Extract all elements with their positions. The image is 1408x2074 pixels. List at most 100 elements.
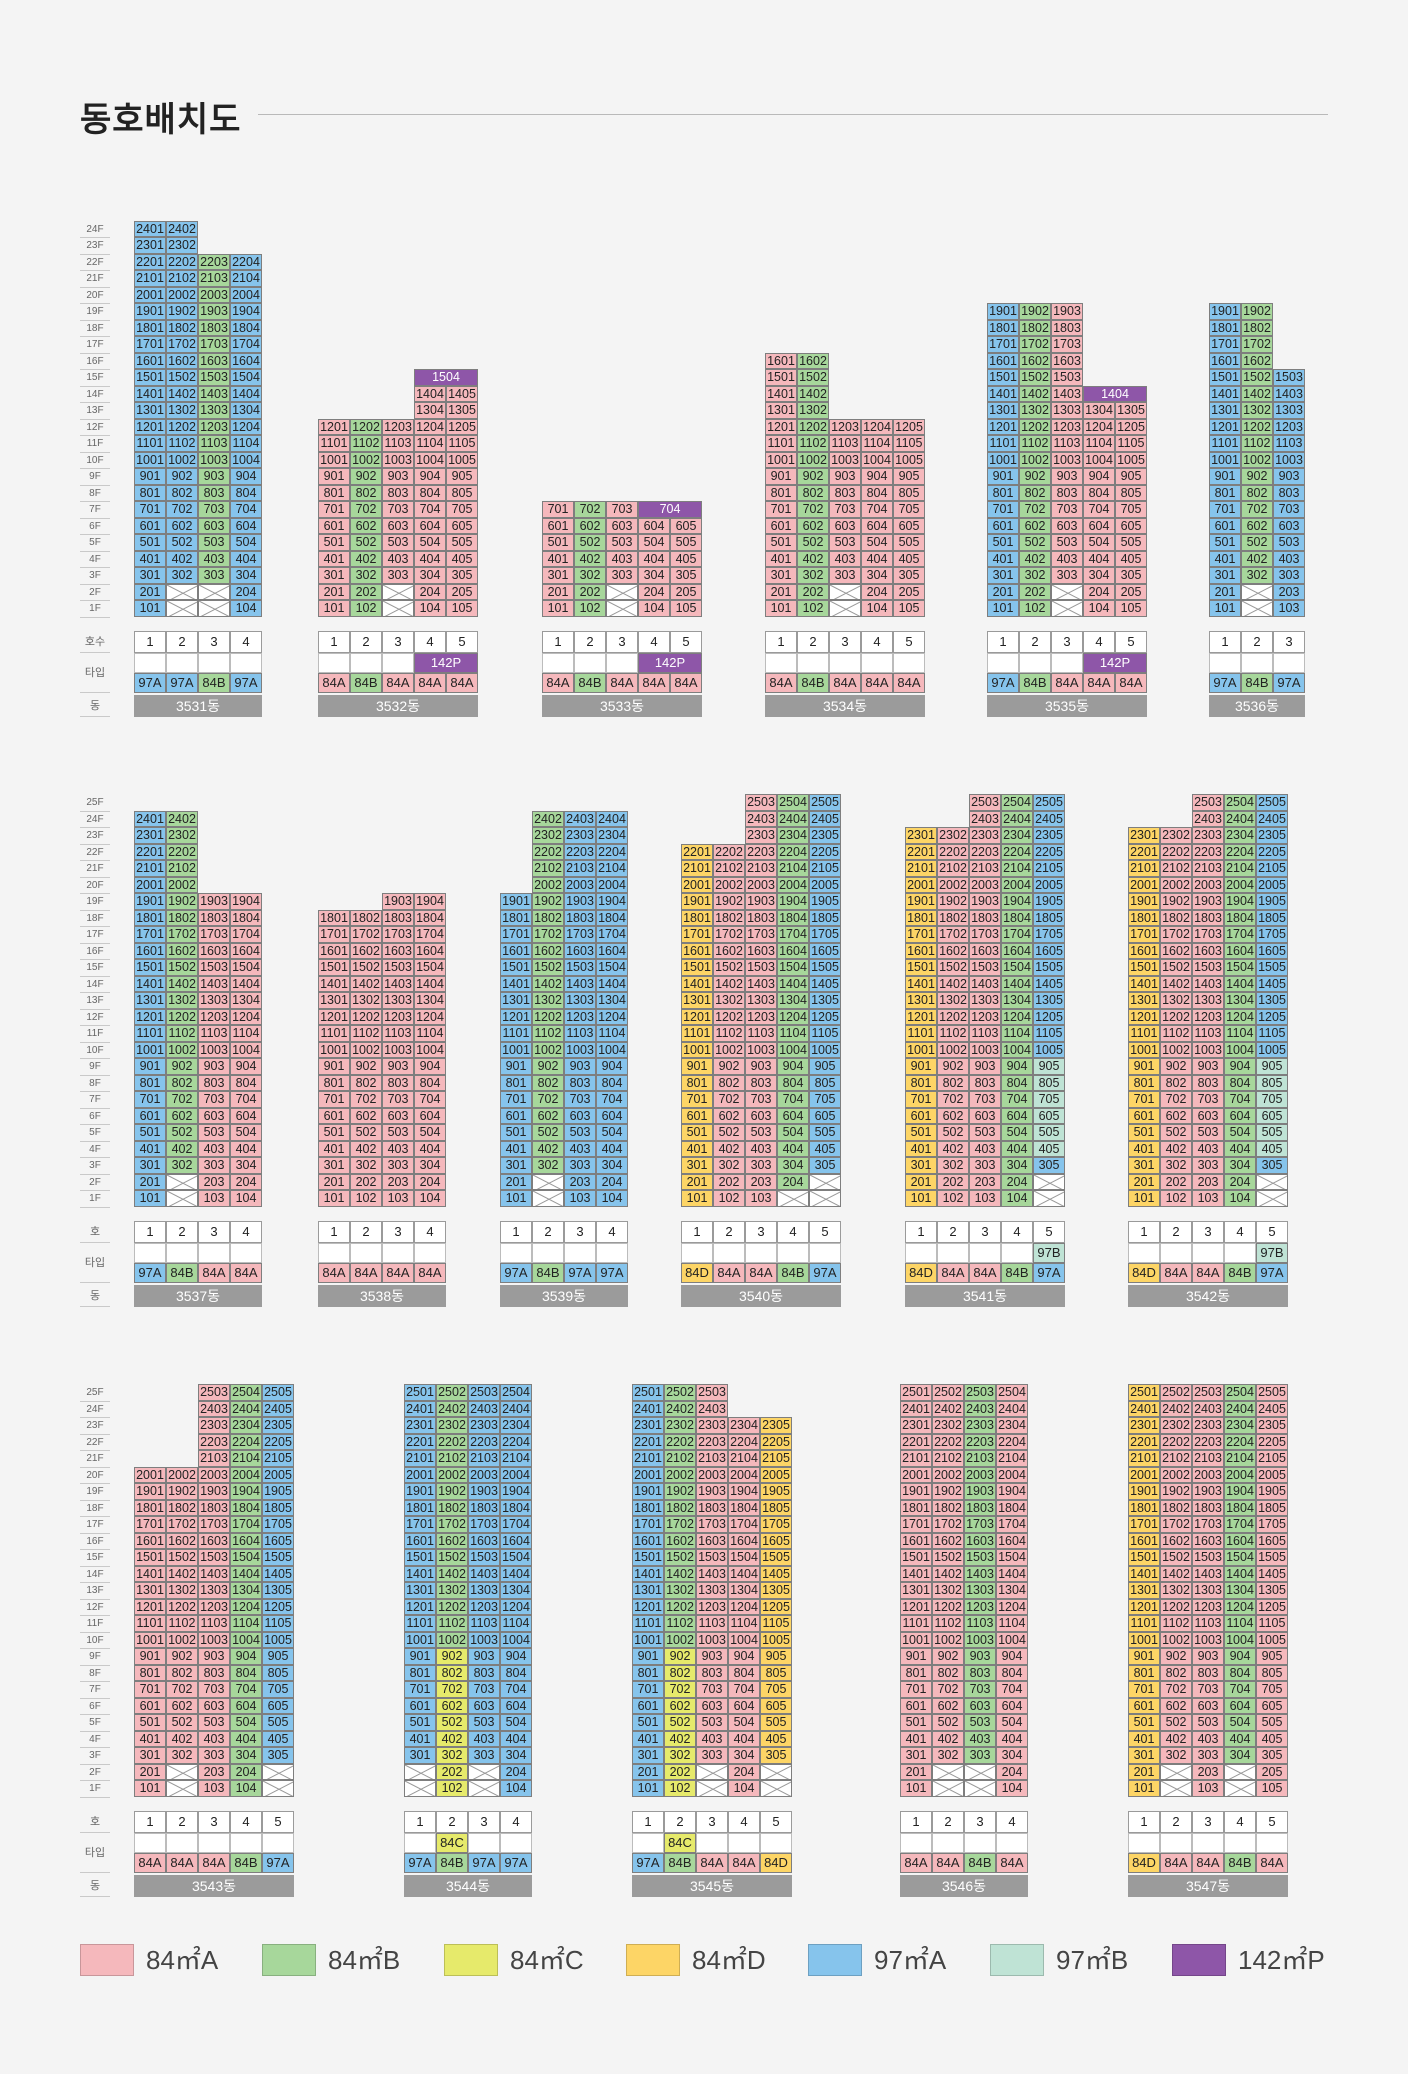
unit-cell[interactable]: 2002 [166,1466,198,1483]
unit-cell[interactable]: 1905 [809,893,841,910]
unit-cell[interactable]: 303 [198,567,230,584]
unit-cell[interactable]: 1404 [230,975,262,992]
penthouse-unit[interactable]: 1404 [1083,385,1147,402]
unit-cell[interactable]: 2205 [1256,1433,1288,1450]
unit-cell[interactable]: 1001 [681,1041,713,1058]
unit-cell[interactable]: 702 [1160,1681,1192,1698]
unit-cell[interactable]: 2303 [745,827,777,844]
unit-cell[interactable]: 1101 [500,1025,532,1042]
unit-cell[interactable]: 203 [1273,583,1305,600]
unit-cell[interactable]: 2002 [713,876,745,893]
unit-cell[interactable]: 205 [670,583,702,600]
unit-cell[interactable]: 802 [166,1074,198,1091]
unit-cell[interactable]: 1302 [1241,402,1273,419]
unit-cell[interactable]: 2203 [1192,1433,1224,1450]
unit-cell[interactable]: 305 [893,567,925,584]
unit-cell[interactable]: 2302 [532,827,564,844]
unit-cell[interactable]: 1701 [905,926,937,943]
unit-cell[interactable]: 1402 [664,1565,696,1582]
unit-cell[interactable]: 1004 [777,1041,809,1058]
unit-cell[interactable]: 101 [318,1190,350,1207]
unit-cell[interactable]: 803 [1051,484,1083,501]
unit-cell[interactable]: 1803 [198,319,230,336]
unit-cell[interactable]: 902 [713,1058,745,1075]
unit-cell[interactable]: 2304 [777,827,809,844]
unit-cell[interactable]: 2103 [198,1450,230,1467]
unit-cell[interactable]: 304 [230,1747,262,1764]
unit-cell[interactable]: 2004 [230,1466,262,1483]
unit-cell[interactable]: 602 [1241,517,1273,534]
unit-cell[interactable]: 1402 [1019,385,1051,402]
unit-cell[interactable]: 503 [564,1124,596,1141]
unit-cell[interactable]: 605 [760,1697,792,1714]
unit-cell[interactable]: 1904 [1001,893,1033,910]
unit-cell[interactable]: 1401 [134,975,166,992]
unit-cell[interactable]: 1301 [500,992,532,1009]
unit-cell[interactable]: 1804 [230,1499,262,1516]
unit-cell[interactable]: 2004 [1224,876,1256,893]
unit-cell[interactable]: 705 [809,1091,841,1108]
unit-cell[interactable]: 901 [1128,1058,1160,1075]
unit-cell[interactable]: 402 [1241,550,1273,567]
unit-cell[interactable]: 2504 [230,1384,262,1401]
unit-cell[interactable]: 704 [996,1681,1028,1698]
unit-cell[interactable]: 601 [134,1107,166,1124]
unit-cell[interactable]: 404 [728,1730,760,1747]
unit-cell[interactable]: 701 [1128,1681,1160,1698]
unit-cell[interactable]: 803 [382,1074,414,1091]
unit-cell[interactable]: 1902 [532,893,564,910]
unit-cell[interactable]: 1305 [1033,992,1065,1009]
unit-cell[interactable]: 2101 [632,1450,664,1467]
unit-cell[interactable]: 903 [468,1648,500,1665]
unit-cell[interactable]: 1604 [1001,942,1033,959]
unit-cell[interactable]: 2402 [436,1400,468,1417]
unit-cell[interactable]: 701 [542,501,574,518]
unit-cell[interactable]: 801 [500,1074,532,1091]
unit-cell[interactable]: 901 [500,1058,532,1075]
unit-cell[interactable]: 104 [638,600,670,617]
unit-cell[interactable]: 1302 [166,1582,198,1599]
unit-cell[interactable]: 1202 [350,1008,382,1025]
unit-cell[interactable]: 1803 [198,909,230,926]
unit-cell[interactable]: 1801 [318,909,350,926]
unit-cell[interactable]: 2201 [681,843,713,860]
unit-cell[interactable]: 1002 [713,1041,745,1058]
unit-cell[interactable]: 602 [1019,517,1051,534]
unit-cell[interactable]: 1303 [198,992,230,1009]
unit-cell[interactable]: 403 [606,550,638,567]
unit-cell[interactable]: 504 [414,534,446,551]
unit-cell[interactable]: 1201 [1128,1008,1160,1025]
unit-cell[interactable]: 402 [713,1140,745,1157]
unit-cell[interactable]: 505 [1033,1124,1065,1141]
unit-cell[interactable]: 102 [1019,600,1051,617]
unit-cell[interactable]: 2405 [1256,1400,1288,1417]
unit-cell[interactable]: 1802 [1019,319,1051,336]
unit-cell[interactable]: 2004 [596,876,628,893]
unit-cell[interactable]: 402 [797,550,829,567]
unit-cell[interactable]: 1002 [1241,451,1273,468]
unit-cell[interactable]: 1604 [777,942,809,959]
unit-cell[interactable]: 101 [765,600,797,617]
unit-cell[interactable]: 1201 [765,418,797,435]
unit-cell[interactable]: 501 [632,1714,664,1731]
unit-cell[interactable]: 803 [969,1074,1001,1091]
unit-cell[interactable]: 2104 [230,270,262,287]
unit-cell[interactable]: 1004 [230,1041,262,1058]
unit-cell[interactable]: 1005 [760,1631,792,1648]
unit-cell[interactable]: 1902 [1019,303,1051,320]
unit-cell[interactable]: 1302 [166,402,198,419]
unit-cell[interactable]: 1401 [765,385,797,402]
unit-cell[interactable]: 1802 [937,909,969,926]
unit-cell[interactable]: 402 [436,1730,468,1747]
unit-cell[interactable]: 2104 [500,1450,532,1467]
unit-cell[interactable]: 1804 [1224,909,1256,926]
unit-cell[interactable]: 2203 [198,253,230,270]
unit-cell[interactable]: 1704 [1224,926,1256,943]
unit-cell[interactable]: 304 [596,1157,628,1174]
unit-cell[interactable]: 1202 [664,1598,696,1615]
unit-cell[interactable]: 904 [728,1648,760,1665]
unit-cell[interactable]: 501 [542,534,574,551]
unit-cell[interactable]: 1002 [436,1631,468,1648]
unit-cell[interactable]: 703 [1273,501,1305,518]
unit-cell[interactable]: 1305 [1256,1582,1288,1599]
